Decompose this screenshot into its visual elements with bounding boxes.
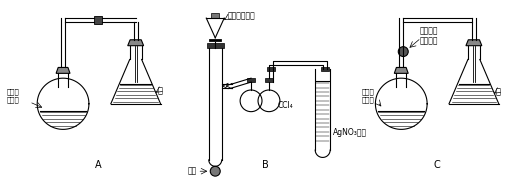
Text: 溴和苯
混合液: 溴和苯 混合液	[361, 89, 374, 103]
Text: C: C	[434, 160, 440, 170]
Circle shape	[398, 47, 408, 57]
Text: 溴和苯混合液: 溴和苯混合液	[227, 12, 255, 21]
Bar	[265, 78, 273, 82]
Bar	[267, 67, 275, 71]
Bar	[247, 78, 255, 82]
Text: 水: 水	[158, 86, 163, 95]
Polygon shape	[394, 67, 408, 73]
Text: 溴和苯
混合液: 溴和苯 混合液	[6, 89, 19, 103]
Bar	[94, 16, 102, 24]
Text: AgNO₃溶液: AgNO₃溶液	[332, 128, 367, 137]
Polygon shape	[56, 67, 70, 73]
Polygon shape	[128, 40, 144, 46]
Bar	[211, 13, 219, 18]
Text: 软橡胶袋
内装铁粉: 软橡胶袋 内装铁粉	[419, 26, 438, 45]
Text: B: B	[261, 160, 268, 170]
Text: CCl₄: CCl₄	[278, 101, 294, 110]
Polygon shape	[466, 40, 482, 46]
Text: 水: 水	[496, 87, 501, 96]
Bar	[207, 43, 224, 48]
Text: 铁粉: 铁粉	[188, 167, 197, 176]
Circle shape	[210, 166, 220, 176]
Bar	[321, 67, 329, 71]
Text: A: A	[95, 160, 101, 170]
